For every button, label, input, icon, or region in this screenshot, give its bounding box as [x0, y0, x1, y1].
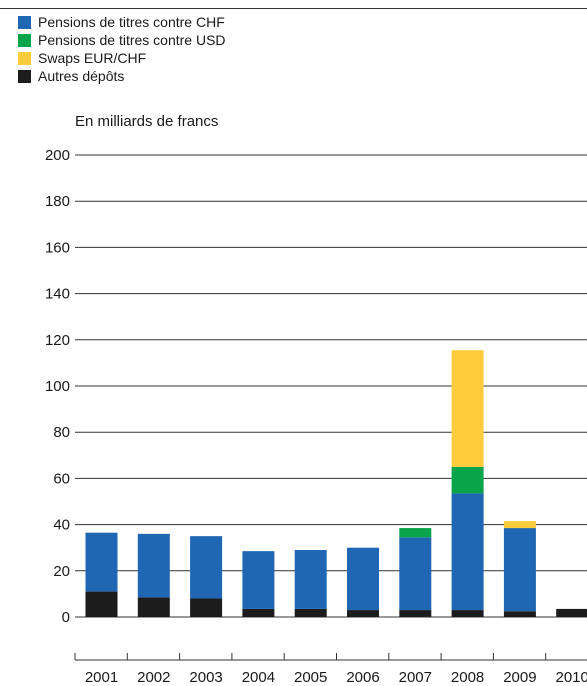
bar-other_deposits-2003 [190, 598, 223, 617]
y-tick-label-0: 0 [62, 609, 70, 626]
bar-other_deposits-2004 [242, 608, 275, 617]
legend-swatch-eur-chf-swaps [18, 51, 31, 65]
bar-chf_repo-2001 [85, 532, 118, 592]
y-tick-label-200: 200 [45, 147, 70, 164]
legend-swatch-usd-repo [18, 33, 31, 47]
y-tick-label-80: 80 [53, 424, 70, 441]
x-tick-label-2006: 2006 [346, 669, 379, 686]
legend-label-usd-repo: Pensions de titres contre USD [38, 32, 226, 48]
x-tick-label-2007: 2007 [399, 669, 432, 686]
bar-usd_repo-2008 [451, 466, 484, 494]
bar-usd_repo-2007 [399, 528, 432, 538]
bar-other_deposits-2005 [294, 608, 327, 617]
x-tick-label-2005: 2005 [294, 669, 327, 686]
x-tick-label-2010: 2010 [556, 669, 587, 686]
bar-other_deposits-2001 [85, 591, 118, 617]
bar-other_deposits-2008 [451, 610, 484, 617]
y-tick-label-60: 60 [53, 470, 70, 487]
y-tick-label-140: 140 [45, 286, 70, 303]
legend-label-other-deposits: Autres dépôts [38, 68, 125, 84]
legend-item-chf-repo: Pensions de titres contre CHF [18, 13, 226, 31]
legend-item-eur-chf-swaps: Swaps EUR/CHF [18, 49, 226, 67]
legend-item-other-deposits: Autres dépôts [18, 67, 226, 85]
bar-chf_repo-2002 [137, 533, 170, 598]
bar-chf_repo-2009 [503, 528, 536, 612]
x-tick-label-2004: 2004 [242, 669, 275, 686]
legend-item-usd-repo: Pensions de titres contre USD [18, 31, 226, 49]
bar-other_deposits-2010 [556, 608, 587, 617]
y-tick-label-180: 180 [45, 193, 70, 210]
x-tick-label-2008: 2008 [451, 669, 484, 686]
bar-chf_repo-2008 [451, 493, 484, 611]
legend: Pensions de titres contre CHF Pensions d… [18, 13, 226, 85]
y-tick-label-40: 40 [53, 517, 70, 534]
bar-other_deposits-2006 [347, 610, 379, 617]
legend-swatch-chf-repo [18, 15, 31, 29]
bar-chf_repo-2003 [190, 536, 223, 599]
bar-chf_repo-2007 [399, 537, 432, 611]
top-rule [0, 8, 587, 9]
y-tick-label-20: 20 [53, 563, 70, 580]
legend-swatch-other-deposits [18, 69, 31, 83]
bar-eur_chf_swaps-2008 [451, 350, 484, 467]
axes: 0 20 40 60 80 100 120 140 160 180 200 2001 2002 2003 2… [45, 147, 587, 686]
x-tick-label-2003: 2003 [189, 669, 222, 686]
bar-chf_repo-2006 [347, 547, 379, 611]
x-tick-label-2002: 2002 [137, 669, 170, 686]
y-tick-label-160: 160 [45, 239, 70, 256]
bar-other_deposits-2002 [137, 597, 170, 617]
bars [85, 350, 587, 617]
legend-label-chf-repo: Pensions de titres contre CHF [38, 14, 225, 30]
bar-other_deposits-2009 [503, 611, 536, 617]
legend-label-eur-chf-swaps: Swaps EUR/CHF [38, 50, 147, 66]
x-tick-label-2009: 2009 [503, 669, 536, 686]
bar-chf_repo-2005 [294, 550, 327, 609]
y-tick-label-100: 100 [45, 378, 70, 395]
y-tick-label-120: 120 [45, 332, 70, 349]
bar-eur_chf_swaps-2009 [503, 521, 536, 529]
bar-chf_repo-2004 [242, 551, 275, 609]
unit-label: En milliards de francs [75, 113, 219, 130]
x-tick-label-2001: 2001 [85, 669, 118, 686]
bar-other_deposits-2007 [399, 610, 432, 617]
